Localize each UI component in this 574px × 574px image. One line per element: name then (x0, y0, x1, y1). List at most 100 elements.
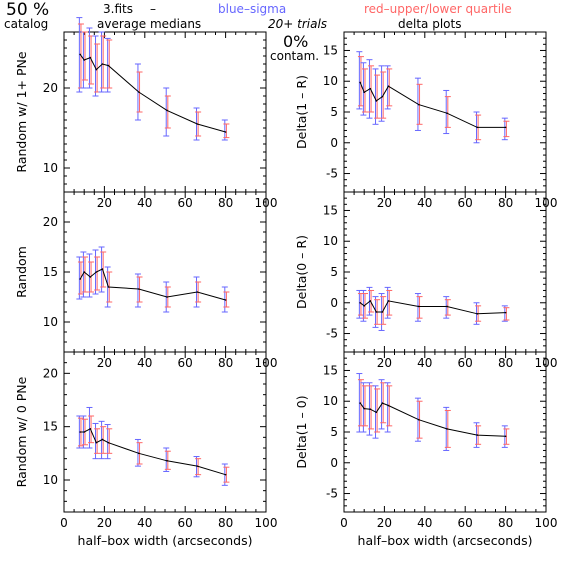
median-point (83, 59, 85, 61)
median-point (381, 402, 384, 404)
y-tick-label: 5 (330, 105, 338, 119)
median-point (504, 435, 507, 438)
x-tick-label: 20 (97, 196, 112, 210)
median-point (95, 441, 98, 444)
median-point (89, 56, 92, 59)
dash-label: – (150, 2, 156, 16)
contam-label: contam. (270, 49, 320, 63)
median-point (107, 441, 110, 444)
x-tick-label: 40 (137, 516, 152, 530)
x-tick-label: 60 (458, 516, 473, 530)
y-tick-label: -5 (326, 327, 338, 341)
y-axis-label: Delta(1 – R) (294, 75, 309, 149)
x-tick-label: 60 (458, 356, 473, 370)
median-point (446, 112, 448, 115)
x-tick-label: 0 (340, 516, 348, 530)
y-tick-label: 15 (43, 420, 58, 434)
median-point (196, 465, 199, 467)
y-tick-label: -5 (326, 487, 338, 501)
catalog-label: catalog (4, 17, 49, 31)
average-medians-label: average medians (97, 17, 202, 31)
median-point (101, 63, 104, 65)
median-point (224, 473, 227, 476)
median-point (363, 305, 366, 307)
median-point (166, 296, 168, 298)
contam-percent-label: 0% (283, 32, 309, 51)
median-point (363, 91, 366, 94)
median-point (476, 434, 479, 436)
median-point (79, 53, 81, 56)
x-axis-label: half–box width (arcseconds) (78, 533, 253, 548)
median-point (359, 402, 361, 404)
plot-frame (63, 31, 267, 193)
median-point (137, 452, 140, 455)
y-tick-label: 20 (43, 366, 58, 380)
median-point (101, 268, 104, 270)
y-tick-label: 15 (323, 43, 338, 57)
x-tick-label: 60 (178, 356, 193, 370)
median-point (79, 431, 81, 433)
x-tick-label: 20 (377, 196, 392, 210)
median-point (375, 311, 378, 313)
x-tick-label: 80 (218, 356, 233, 370)
median-point (375, 100, 378, 102)
y-tick-label: 20 (43, 81, 58, 95)
median-point (79, 278, 81, 280)
median-point (359, 81, 361, 84)
x-tick-label: 0 (60, 516, 68, 530)
median-point (375, 411, 378, 414)
median-point (224, 131, 227, 133)
median-point (446, 305, 448, 308)
y-tick-label: 10 (43, 315, 58, 329)
y-axis-label: Delta(1 – 0) (294, 395, 309, 468)
median-point (107, 286, 110, 288)
y-tick-label: 0 (330, 136, 338, 150)
median-point (363, 407, 366, 410)
median-point (476, 126, 479, 129)
x-tick-label: 20 (377, 516, 392, 530)
y-tick-label: 0 (330, 456, 338, 470)
x-tick-label: 60 (178, 196, 193, 210)
median-point (196, 123, 199, 125)
red-quartile-legend: red–upper/lower quartile (364, 2, 512, 16)
median-series-line (79, 268, 226, 301)
median-point (417, 418, 420, 421)
x-tick-label: 80 (218, 196, 233, 210)
y-axis-label: Random w/ 0 PNe (14, 376, 29, 487)
plot-frame (343, 191, 547, 353)
trials-label: 20+ trials (268, 17, 328, 31)
median-series-line (80, 428, 226, 476)
y-tick-label: 10 (323, 394, 338, 408)
x-axis-label: half–box width (arcseconds) (358, 533, 533, 548)
y-tick-label: 10 (323, 74, 338, 88)
y-tick-label: 5 (330, 265, 338, 279)
median-point (387, 404, 390, 407)
delta-plots-label: delta plots (398, 17, 462, 31)
x-tick-label: 80 (498, 196, 513, 210)
x-tick-label: 20 (97, 516, 112, 530)
median-point (504, 311, 507, 314)
x-tick-label: 100 (255, 516, 278, 530)
y-tick-label: 15 (43, 265, 58, 279)
median-point (369, 408, 372, 411)
y-axis-label: Random (14, 246, 29, 298)
plot-frame (343, 31, 547, 193)
median-point (89, 428, 92, 430)
plot-frame (63, 191, 267, 353)
y-tick-label: 10 (43, 161, 58, 175)
median-point (417, 103, 420, 106)
median-point (95, 271, 98, 273)
median-point (83, 271, 85, 273)
x-tick-label: 80 (218, 516, 233, 530)
y-tick-label: 0 (330, 296, 338, 310)
y-axis-label: Random w/ 1+ PNe (14, 51, 29, 172)
panel-p6: 0 20 40 60 80 100 -5 0 5 10 15 Delta(1 – 0) half–box… (294, 351, 557, 548)
median-point (137, 288, 140, 290)
x-tick-label: 40 (417, 516, 432, 530)
median-point (95, 68, 98, 71)
x-tick-label: 40 (137, 356, 152, 370)
